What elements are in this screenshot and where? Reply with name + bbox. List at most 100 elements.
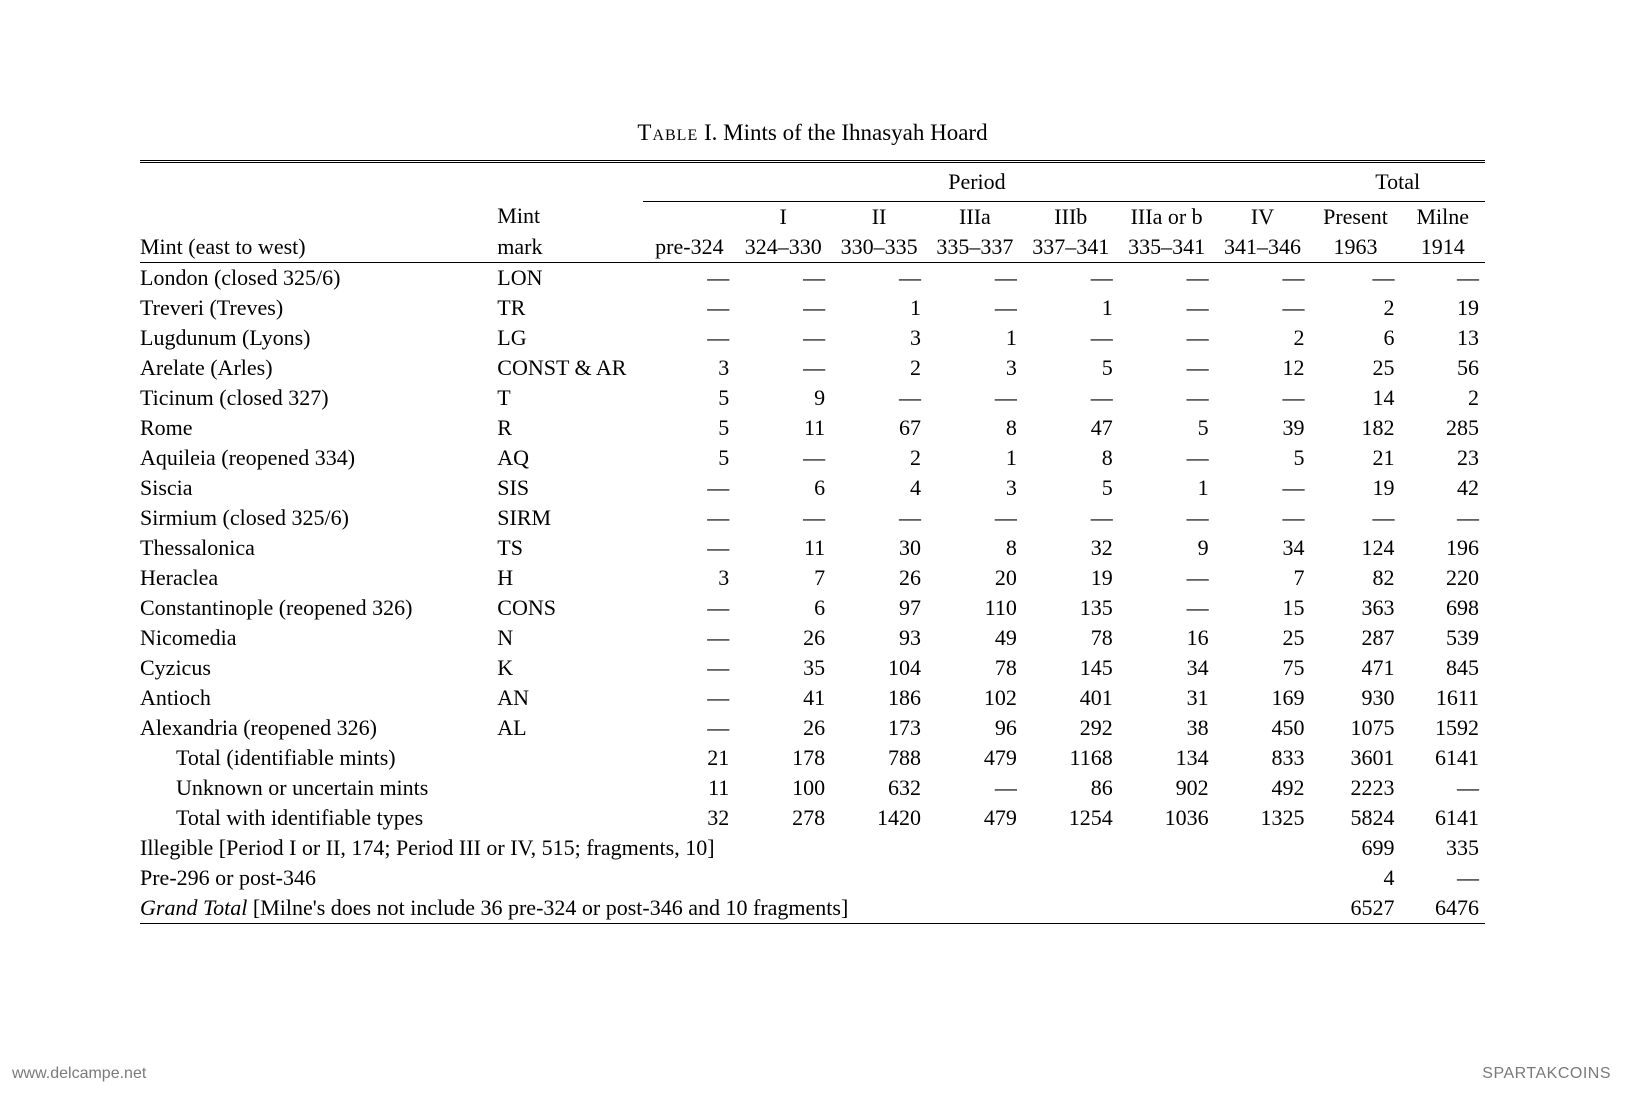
cell-value: — bbox=[735, 443, 831, 473]
cell-present: 14 bbox=[1310, 383, 1400, 413]
cell-value: 169 bbox=[1215, 683, 1311, 713]
cell-value: 21 bbox=[643, 743, 735, 773]
hdr-c4: IIIb bbox=[1023, 201, 1119, 232]
hdr-mint: Mint (east to west) bbox=[140, 232, 491, 263]
cell-mark: SIS bbox=[491, 473, 643, 503]
cell-value: 110 bbox=[927, 593, 1023, 623]
table-row: Sirmium (closed 325/6)SIRM————————— bbox=[140, 503, 1485, 533]
cell-present: 471 bbox=[1310, 653, 1400, 683]
cell-value: — bbox=[927, 293, 1023, 323]
cell-milne: 1611 bbox=[1401, 683, 1485, 713]
table-row: SisciaSIS—64351—1942 bbox=[140, 473, 1485, 503]
cell-value: — bbox=[643, 713, 735, 743]
cell-value: — bbox=[831, 262, 927, 293]
cell-span-label: Illegible [Period I or II, 174; Period I… bbox=[140, 833, 1310, 863]
cell-milne: 196 bbox=[1401, 533, 1485, 563]
caption-title: Mints of the Ihnasyah Hoard bbox=[723, 120, 987, 145]
cell-present: 363 bbox=[1310, 593, 1400, 623]
cell-mint: Total (identifiable mints) bbox=[140, 743, 491, 773]
cell-span-label: Grand Total [Milne's does not include 36… bbox=[140, 893, 1310, 923]
cell-value: 1 bbox=[927, 323, 1023, 353]
cell-mark bbox=[491, 773, 643, 803]
cell-mark: LG bbox=[491, 323, 643, 353]
cell-present: 19 bbox=[1310, 473, 1400, 503]
table-span-row: Illegible [Period I or II, 174; Period I… bbox=[140, 833, 1485, 863]
cell-milne: 23 bbox=[1401, 443, 1485, 473]
cell-value: — bbox=[643, 293, 735, 323]
cell-value: 5 bbox=[643, 443, 735, 473]
cell-value: 3 bbox=[643, 563, 735, 593]
cell-mint: Thessalonica bbox=[140, 533, 491, 563]
cell-mark: TR bbox=[491, 293, 643, 323]
cell-value: 78 bbox=[1023, 623, 1119, 653]
cell-value: 96 bbox=[927, 713, 1023, 743]
cell-value: 9 bbox=[1119, 533, 1215, 563]
cell-present: 5824 bbox=[1310, 803, 1400, 833]
cell-mint: Total with identifiable types bbox=[140, 803, 491, 833]
cell-value: 632 bbox=[831, 773, 927, 803]
cell-milne: 220 bbox=[1401, 563, 1485, 593]
hdr-s6: 341–346 bbox=[1215, 232, 1311, 263]
page: Table I. Mints of the Ihnasyah Hoard Per… bbox=[0, 0, 1625, 1093]
cell-present: 287 bbox=[1310, 623, 1400, 653]
cell-value: 104 bbox=[831, 653, 927, 683]
hdr-s3: 335–337 bbox=[927, 232, 1023, 263]
cell-present: 25 bbox=[1310, 353, 1400, 383]
cell-milne: — bbox=[1401, 262, 1485, 293]
cell-value: — bbox=[643, 623, 735, 653]
hdr-s0: pre-324 bbox=[643, 232, 735, 263]
cell-mint: Aquileia (reopened 334) bbox=[140, 443, 491, 473]
cell-value: 479 bbox=[927, 743, 1023, 773]
cell-value: — bbox=[1215, 383, 1311, 413]
cell-milne: 845 bbox=[1401, 653, 1485, 683]
cell-milne: 56 bbox=[1401, 353, 1485, 383]
cell-value: 145 bbox=[1023, 653, 1119, 683]
table-row: NicomediaN—269349781625287539 bbox=[140, 623, 1485, 653]
cell-value: 11 bbox=[735, 413, 831, 443]
cell-milne: 1592 bbox=[1401, 713, 1485, 743]
table-row: Ticinum (closed 327)T59—————142 bbox=[140, 383, 1485, 413]
cell-value: — bbox=[1119, 503, 1215, 533]
cell-value: 11 bbox=[643, 773, 735, 803]
cell-value: 5 bbox=[643, 383, 735, 413]
cell-value: 1 bbox=[1119, 473, 1215, 503]
cell-value: 2 bbox=[1215, 323, 1311, 353]
cell-present: 6527 bbox=[1310, 893, 1400, 923]
cell-value: — bbox=[831, 503, 927, 533]
cell-value: 4 bbox=[831, 473, 927, 503]
cell-value: 5 bbox=[1119, 413, 1215, 443]
hdr-mark-top: Mint bbox=[491, 201, 643, 232]
cell-value: 26 bbox=[831, 563, 927, 593]
hdr-c5: IIIa or b bbox=[1119, 201, 1215, 232]
table-row: ThessalonicaTS—1130832934124196 bbox=[140, 533, 1485, 563]
cell-mint: Siscia bbox=[140, 473, 491, 503]
cell-value: 39 bbox=[1215, 413, 1311, 443]
cell-value: — bbox=[735, 503, 831, 533]
cell-value: 492 bbox=[1215, 773, 1311, 803]
hdr-present-top: Present bbox=[1310, 201, 1400, 232]
cell-value: — bbox=[1119, 262, 1215, 293]
table-row: Total with identifiable types32278142047… bbox=[140, 803, 1485, 833]
cell-value: 6 bbox=[735, 593, 831, 623]
cell-value: — bbox=[1119, 293, 1215, 323]
table-row: Arelate (Arles)CONST & AR3—235—122556 bbox=[140, 353, 1485, 383]
cell-value: 20 bbox=[927, 563, 1023, 593]
table-row: HeracleaH37262019—782220 bbox=[140, 563, 1485, 593]
cell-value: 2 bbox=[831, 443, 927, 473]
cell-value: 3 bbox=[643, 353, 735, 383]
cell-value: 178 bbox=[735, 743, 831, 773]
cell-milne: 13 bbox=[1401, 323, 1485, 353]
cell-mint: Alexandria (reopened 326) bbox=[140, 713, 491, 743]
cell-mint: Nicomedia bbox=[140, 623, 491, 653]
cell-value: 8 bbox=[927, 533, 1023, 563]
table-row: Total (identifiable mints)21178788479116… bbox=[140, 743, 1485, 773]
cell-milne: 6476 bbox=[1401, 893, 1485, 923]
cell-value: 38 bbox=[1119, 713, 1215, 743]
cell-value: — bbox=[1023, 323, 1119, 353]
cell-value: 34 bbox=[1215, 533, 1311, 563]
hdr-milne-top: Milne bbox=[1401, 201, 1485, 232]
hdr-total: Total bbox=[1310, 162, 1485, 198]
caption-prefix: Table bbox=[637, 120, 698, 145]
cell-value: 1036 bbox=[1119, 803, 1215, 833]
cell-value: — bbox=[735, 262, 831, 293]
